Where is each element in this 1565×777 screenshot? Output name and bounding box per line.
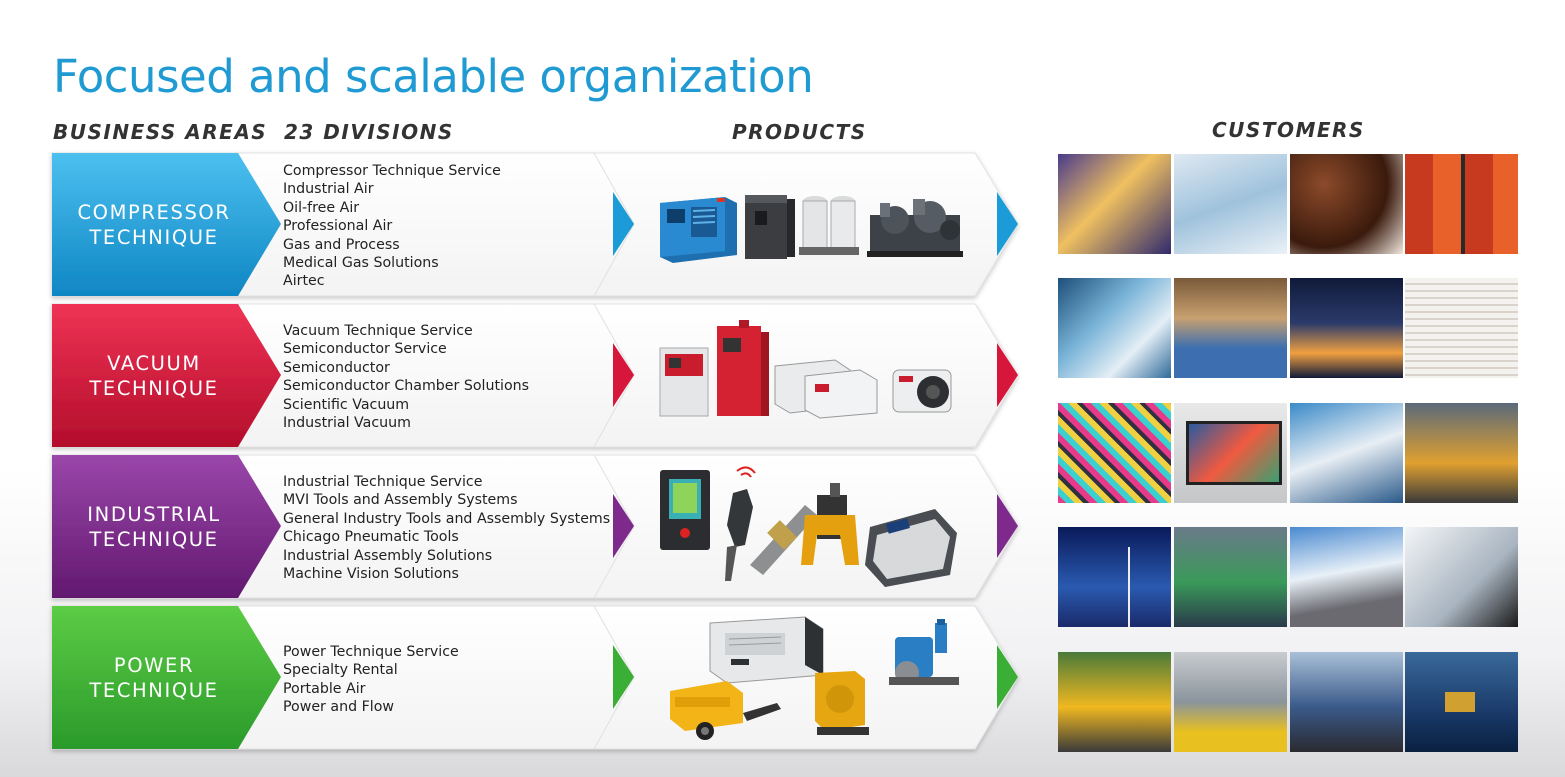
- arrow-vacuum-1: [613, 343, 634, 407]
- area-label-compressor: COMPRESSOR TECHNIQUE: [77, 201, 231, 249]
- division-item: Airtec: [283, 273, 325, 290]
- products-industrial-image: [660, 466, 957, 587]
- division-item: Semiconductor: [283, 359, 390, 376]
- compressor-unit-image: [660, 197, 737, 263]
- customer-photo-touchscreen: [1405, 527, 1518, 627]
- nutrunner-tool-image: [725, 466, 756, 581]
- header-products: PRODUCTS: [732, 120, 867, 144]
- customer-photo-lab-worker: [1058, 154, 1171, 254]
- tv-screen: [1186, 421, 1282, 485]
- arrow-industrial-2: [997, 494, 1018, 558]
- customer-photo-plant-site: [1174, 652, 1287, 752]
- customer-photo-oil-worker: [1290, 652, 1403, 752]
- division-item: MVI Tools and Assembly Systems: [283, 492, 518, 509]
- division-item: Semiconductor Service: [283, 341, 447, 358]
- products-compressor-image: [660, 195, 963, 263]
- division-item: Industrial Assembly Solutions: [283, 547, 493, 564]
- area-label-vacuum: VACUUM TECHNIQUE: [89, 352, 219, 400]
- division-item: Specialty Rental: [283, 662, 398, 679]
- division-item: Professional Air: [283, 218, 393, 235]
- products-vacuum-image: [659, 320, 952, 419]
- welding-tool-image: [801, 483, 859, 565]
- customer-photo-food-worker: [1174, 278, 1287, 378]
- dewatering-pump-image: [815, 671, 869, 735]
- division-item: Power Technique Service: [283, 644, 459, 660]
- division-item: General Industry Tools and Assembly Syst…: [283, 510, 611, 527]
- customer-photo-industrial-pipes: [1058, 278, 1171, 378]
- header-divisions: 23 DIVISIONS: [284, 120, 454, 144]
- semiconductor-pump-image: [717, 320, 769, 416]
- rig-platform: [1445, 692, 1475, 712]
- dosing-pump-image: [889, 619, 959, 685]
- arrow-vacuum-2: [997, 343, 1018, 407]
- division-item: Vacuum Technique Service: [283, 323, 473, 339]
- customer-photo-city-night: [1290, 278, 1403, 378]
- customer-photo-textile-spools: [1405, 154, 1518, 254]
- vision-sensor-image: [865, 509, 957, 587]
- customer-photo-chocolates: [1290, 154, 1403, 254]
- process-compressor-image: [867, 199, 963, 257]
- rotary-vane-pump-image: [892, 369, 952, 413]
- header-customers: CUSTOMERS: [1212, 118, 1365, 142]
- area-label-industrial: INDUSTRIAL TECHNIQUE: [87, 503, 221, 551]
- division-item: Chicago Pneumatic Tools: [283, 529, 459, 546]
- customer-photo-car-assembly: [1174, 527, 1287, 627]
- arrow-compressor-1: [613, 192, 634, 256]
- division-item: Oil-free Air: [283, 199, 360, 216]
- adsorption-dryer-image: [799, 196, 859, 255]
- division-item: Industrial Technique Service: [283, 474, 483, 490]
- division-item: Medical Gas Solutions: [283, 255, 439, 272]
- area-label-power: POWER TECHNIQUE: [89, 654, 219, 702]
- products-power-image: [670, 616, 959, 740]
- division-list-compressor: Compressor Technique Service Industrial …: [283, 162, 501, 291]
- division-item: Compressor Technique Service: [283, 163, 501, 179]
- vacuum-cabinet-image: [659, 347, 709, 417]
- generator-image: [709, 616, 824, 684]
- customer-photo-television: [1174, 403, 1287, 503]
- division-item: Power and Flow: [283, 699, 394, 716]
- dry-pump-image: [774, 359, 878, 419]
- customer-photo-factory-line: [1405, 403, 1518, 503]
- arrow-power-2: [997, 645, 1018, 709]
- division-item: Scientific Vacuum: [283, 396, 410, 413]
- division-list-power: Power Technique Service Specialty Rental…: [283, 643, 459, 717]
- arrow-industrial-1: [613, 494, 634, 558]
- riveting-tool-image: [750, 505, 817, 575]
- division-list-industrial: Industrial Technique Service MVI Tools a…: [283, 473, 610, 583]
- portable-compressor-image: [670, 681, 781, 740]
- arrow-compressor-2: [997, 192, 1018, 256]
- customer-photo-construction: [1058, 652, 1171, 752]
- customer-photo-medical: [1174, 154, 1287, 254]
- division-item: Gas and Process: [283, 236, 400, 253]
- customer-photo-paper-stack: [1405, 278, 1518, 378]
- dryer-unit-image: [745, 195, 795, 259]
- division-item: Semiconductor Chamber Solutions: [283, 378, 530, 395]
- division-item: Industrial Air: [283, 181, 374, 198]
- division-item: Industrial Vacuum: [283, 415, 411, 432]
- page-title: Focused and scalable organization: [53, 50, 814, 103]
- band-compressor: [51, 152, 1019, 297]
- turbine-mast: [1128, 547, 1130, 627]
- customer-photo-offshore-rig: [1405, 652, 1518, 752]
- division-item: Machine Vision Solutions: [283, 566, 459, 583]
- customer-photo-robotics: [1290, 403, 1403, 503]
- customer-photo-train: [1290, 527, 1403, 627]
- customer-photo-wafer: [1058, 403, 1171, 503]
- customer-photo-wind-turbines: [1058, 527, 1171, 627]
- header-business-areas: BUSINESS AREAS: [53, 120, 268, 144]
- division-item: Portable Air: [283, 680, 366, 697]
- arrow-power-1: [613, 645, 634, 709]
- controller-unit-image: [660, 470, 710, 550]
- division-list-vacuum: Vacuum Technique Service Semiconductor S…: [283, 322, 529, 432]
